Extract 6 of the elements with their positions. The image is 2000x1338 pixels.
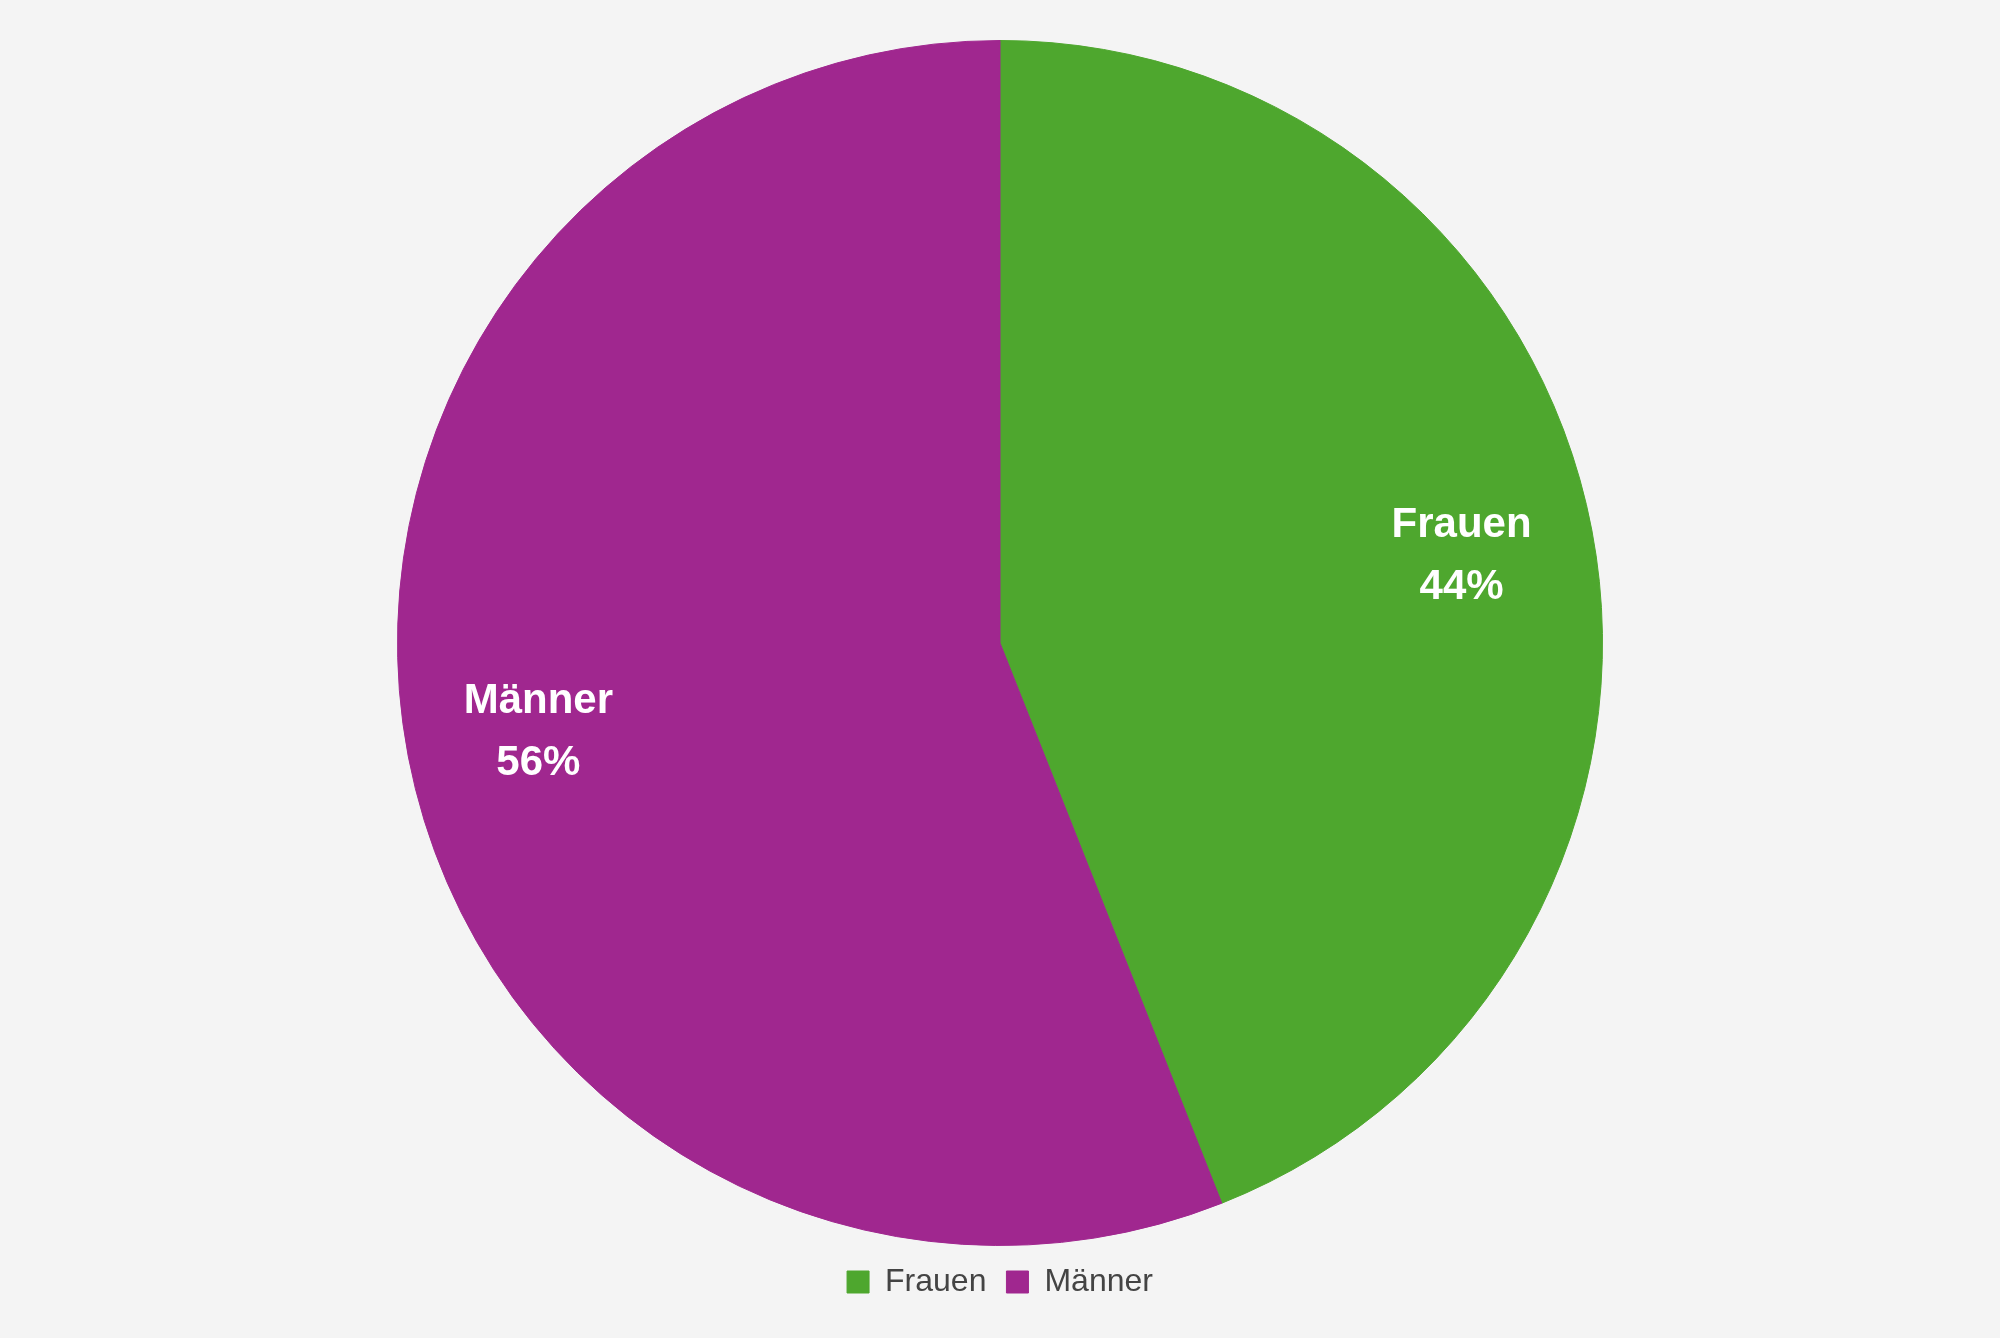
legend-label: Frauen [885, 1261, 987, 1298]
slice-label: Männer [463, 674, 614, 722]
data-label: 44% [1419, 560, 1504, 608]
legend-label: Männer [1044, 1261, 1154, 1298]
slice-label: Frauen [1391, 498, 1532, 546]
data-label: 56% [496, 736, 581, 784]
